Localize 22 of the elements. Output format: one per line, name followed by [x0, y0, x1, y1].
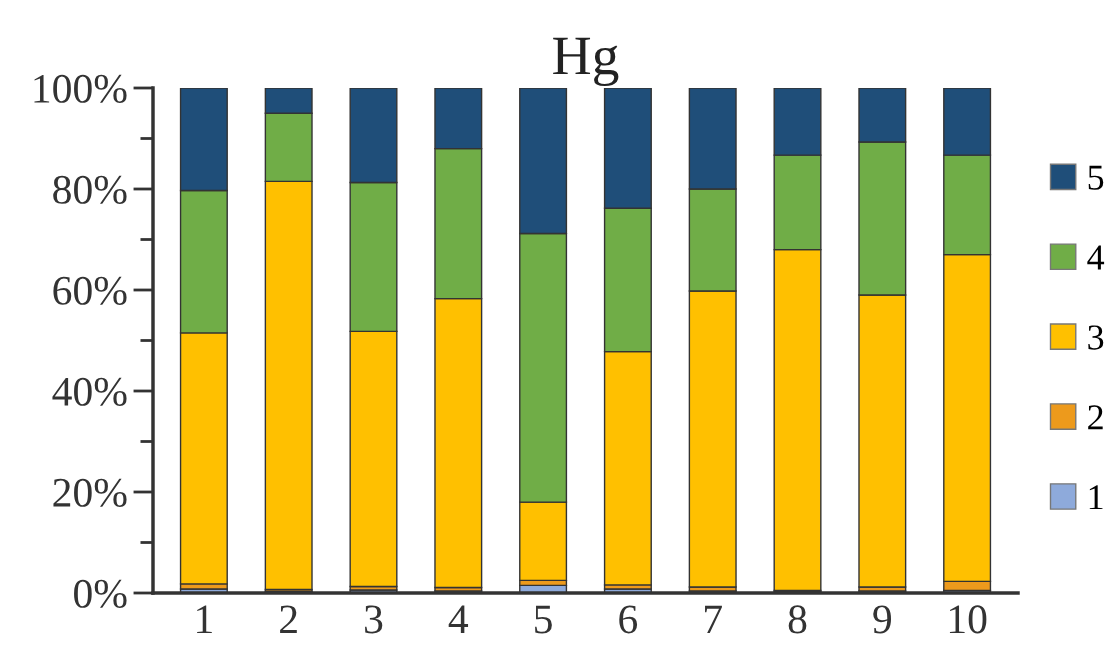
x-tick-label: 7: [705, 605, 722, 634]
x-tick-label: 9: [873, 605, 892, 634]
y-tick-label: 40%: [52, 377, 127, 406]
x-tick-label: 3: [365, 605, 383, 634]
x-tick-label: 6: [619, 605, 638, 634]
x-tick-label: 4: [448, 605, 469, 634]
x-tick-label: 10: [949, 605, 987, 634]
chart-title: Hg: [553, 37, 619, 87]
legend-label: 2: [1088, 405, 1103, 430]
y-tick-label: 60%: [53, 276, 127, 305]
y-tick-label: 80%: [53, 175, 127, 204]
y-tick-label: 20%: [53, 478, 127, 507]
x-tick-label: 2: [280, 605, 297, 634]
x-tick-label: 5: [535, 605, 552, 634]
y-tick-label: 0%: [74, 579, 127, 608]
x-tick-label: 1: [197, 605, 212, 634]
legend-label: 5: [1088, 165, 1104, 190]
legend-label: 3: [1088, 325, 1104, 350]
y-tick-label: 100%: [34, 74, 127, 103]
legend-label: 4: [1087, 245, 1105, 270]
x-tick-label: 8: [788, 605, 807, 634]
legend-label: 1: [1089, 485, 1103, 510]
